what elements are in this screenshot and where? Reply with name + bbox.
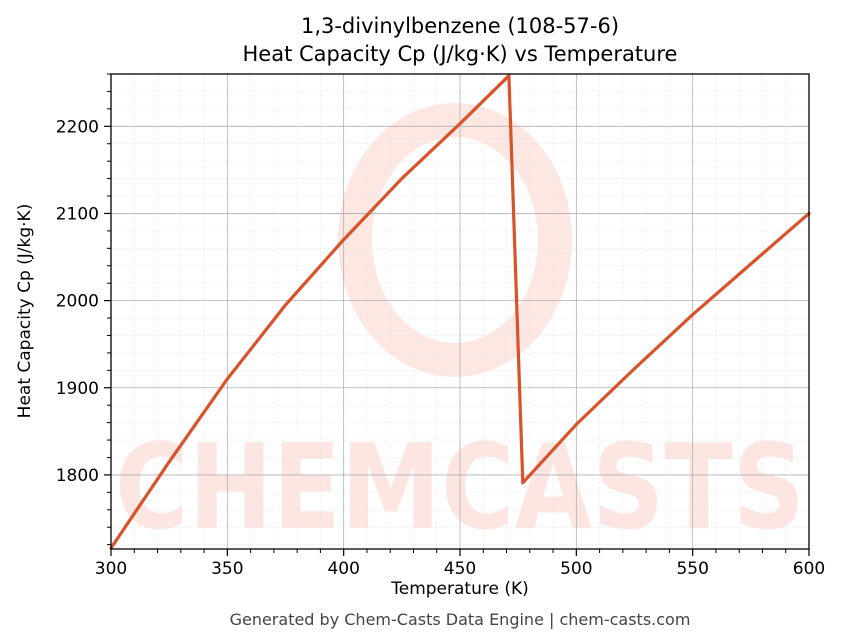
y-axis-ticks: 1800 1900 2000 2100 2200 [56,73,111,546]
x-axis-label: Temperature (K) [390,579,529,599]
x-tick-label: 450 [444,559,476,579]
chart-title-line1: 1,3-divinylbenzene (108-57-6) [301,14,619,38]
y-tick-label: 1900 [56,379,99,399]
x-tick-label: 500 [560,559,592,579]
x-tick-label: 600 [793,559,825,579]
x-tick-label: 550 [676,559,708,579]
y-tick-label: 2000 [56,292,99,312]
y-tick-label: 2100 [56,204,99,224]
series-layer [109,74,811,550]
footer-credit: Generated by Chem-Casts Data Engine | ch… [230,610,691,629]
x-tick-label: 400 [327,559,359,579]
watermark-logo-ring [338,103,572,377]
y-tick-label: 1800 [56,466,99,486]
x-axis-ticks: 300 350 400 450 500 550 600 [95,549,825,579]
series-line [109,74,811,550]
x-tick-label: 300 [95,559,127,579]
y-axis-label: Heat Capacity Cp (J/kg·K) [15,204,35,419]
y-tick-label: 2200 [56,117,99,137]
major-grid [110,74,810,549]
x-tick-label: 350 [211,559,243,579]
chart-title-line2: Heat Capacity Cp (J/kg·K) vs Temperature [243,42,678,66]
